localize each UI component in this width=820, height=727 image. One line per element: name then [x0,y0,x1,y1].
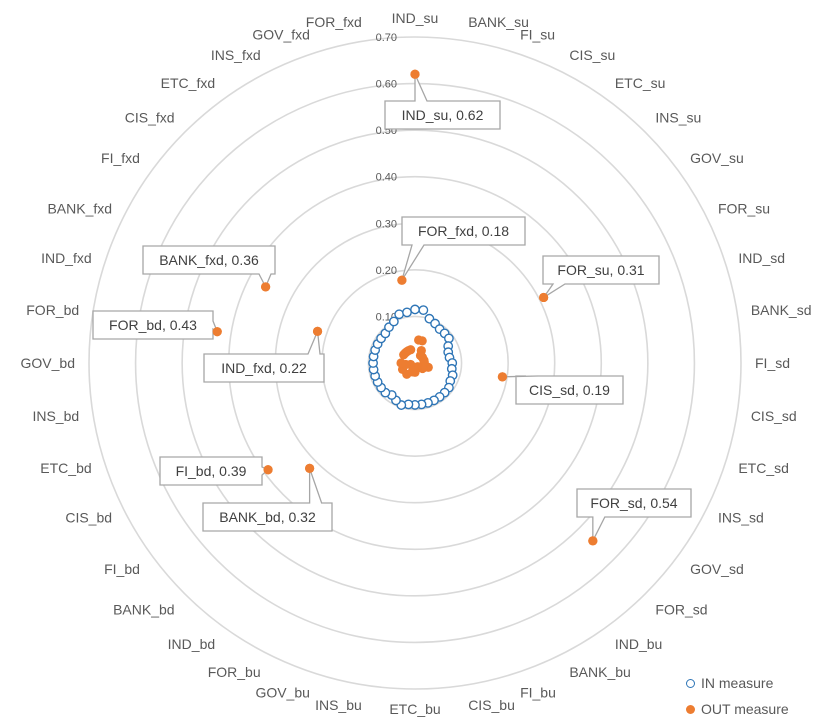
category-label: IND_su [392,10,439,26]
radial-tick-labels: -0.100.200.300.400.500.600.70 [370,32,397,374]
grid-ring [181,129,649,597]
category-label: FI_fxd [101,150,140,166]
callout-label: FOR_sd, 0.54 [590,495,677,511]
category-label: BANK_sd [751,302,812,318]
out-measure-point-labeled [263,465,273,475]
out-measure-point-labeled [397,275,407,285]
out-measure-point-labeled [305,463,315,473]
category-label: GOV_bd [21,355,75,371]
data-callouts: IND_su, 0.62 FOR_fxd, 0.18 FOR_su, 0.31 BAN… [92,69,692,546]
callout-label: IND_fxd, 0.22 [221,360,307,376]
in-measure-point [410,304,420,315]
callout-box [202,468,333,532]
callout-box [142,245,276,289]
category-label: INS_su [655,110,701,126]
grid-ring [321,269,509,457]
category-label: FOR_bd [26,302,79,318]
category-label: ETC_fxd [161,75,215,91]
in-measure-point [388,316,399,327]
callout-label: FOR_bd, 0.43 [109,317,197,333]
callout-label: BANK_fxd, 0.36 [159,252,259,268]
category-label: IND_sd [738,250,785,266]
category-label: INS_bd [32,408,79,424]
category-label: BANK_bd [113,601,174,617]
tick-label: 0.20 [376,265,397,277]
callout-box [576,488,692,542]
category-label: FI_bu [520,684,556,700]
category-label: BANK_su [468,14,529,30]
callout-label: BANK_bd, 0.32 [219,509,316,525]
out-measure-marker-icon [686,704,695,714]
callout-box [384,73,501,130]
radar-grid [88,36,742,690]
callout-label: FOR_su, 0.31 [557,262,644,278]
category-label: FOR_sd [655,601,707,617]
category-label: ETC_bu [389,701,440,717]
legend-item-in[interactable]: IN measure [686,670,789,696]
legend-in-label: IN measure [701,675,774,691]
out-measure-point-labeled [261,282,271,292]
category-label: ETC_bd [40,460,91,476]
category-label: GOV_su [690,150,744,166]
category-label: BANK_bu [569,664,630,680]
in-measure-point [402,307,412,318]
category-label: INS_bu [315,697,362,713]
category-label: ETC_sd [738,460,789,476]
tick-label: 0.70 [376,32,397,44]
out-measure-point [396,358,406,368]
category-label: FOR_bu [208,664,261,680]
out-measure-series [212,69,598,546]
category-label: IND_bd [168,636,215,652]
category-label: GOV_fxd [252,27,310,43]
category-label: FOR_fxd [306,14,362,30]
grid-ring [88,36,742,690]
tick-label: 0.60 [376,79,397,91]
out-measure-point-labeled [212,327,222,337]
in-measure-series [368,304,458,410]
legend-item-out[interactable]: OUT measure [686,696,789,722]
out-measure-point-labeled [410,69,420,79]
category-label: FI_su [520,27,555,43]
out-measure-point [406,345,416,355]
category-label: CIS_sd [751,408,797,424]
category-label: GOV_bu [255,684,309,700]
category-label: INS_fxd [211,47,261,63]
callout-label: IND_su, 0.62 [402,107,484,123]
out-measure-point-labeled [497,372,507,382]
category-label: FI_sd [755,355,790,371]
tick-label: 0.30 [376,218,397,230]
callout-box [502,375,624,405]
category-label: ETC_su [615,75,666,91]
callout-label: FOR_fxd, 0.18 [418,223,509,239]
category-label: CIS_bu [468,697,515,713]
category-label: CIS_fxd [125,110,175,126]
category-label: IND_bu [615,636,662,652]
category-label: CIS_bd [65,509,112,525]
category-label: FOR_su [718,201,770,217]
category-label: FI_bd [104,561,140,577]
out-measure-point-labeled [588,536,598,546]
out-measure-point-labeled [539,292,549,303]
in-measure-point [394,309,405,320]
legend-out-label: OUT measure [701,701,789,717]
callout-box [203,328,325,383]
out-measure-point-labeled [312,326,323,336]
category-label: INS_sd [718,509,764,525]
chart-legend: IN measure OUT measure [686,670,789,722]
tick-label: 0.40 [376,172,397,184]
category-label: CIS_su [569,47,615,63]
category-label: GOV_sd [690,561,744,577]
in-measure-point [418,305,429,316]
in-measure-marker-icon [686,678,695,688]
callout-box [401,216,526,281]
category-label: BANK_fxd [47,201,112,217]
out-measure-point [417,336,427,346]
callout-box [542,255,660,299]
category-label: IND_fxd [41,250,92,266]
callout-label: CIS_sd, 0.19 [529,382,610,398]
callout-label: FI_bd, 0.39 [176,463,247,479]
